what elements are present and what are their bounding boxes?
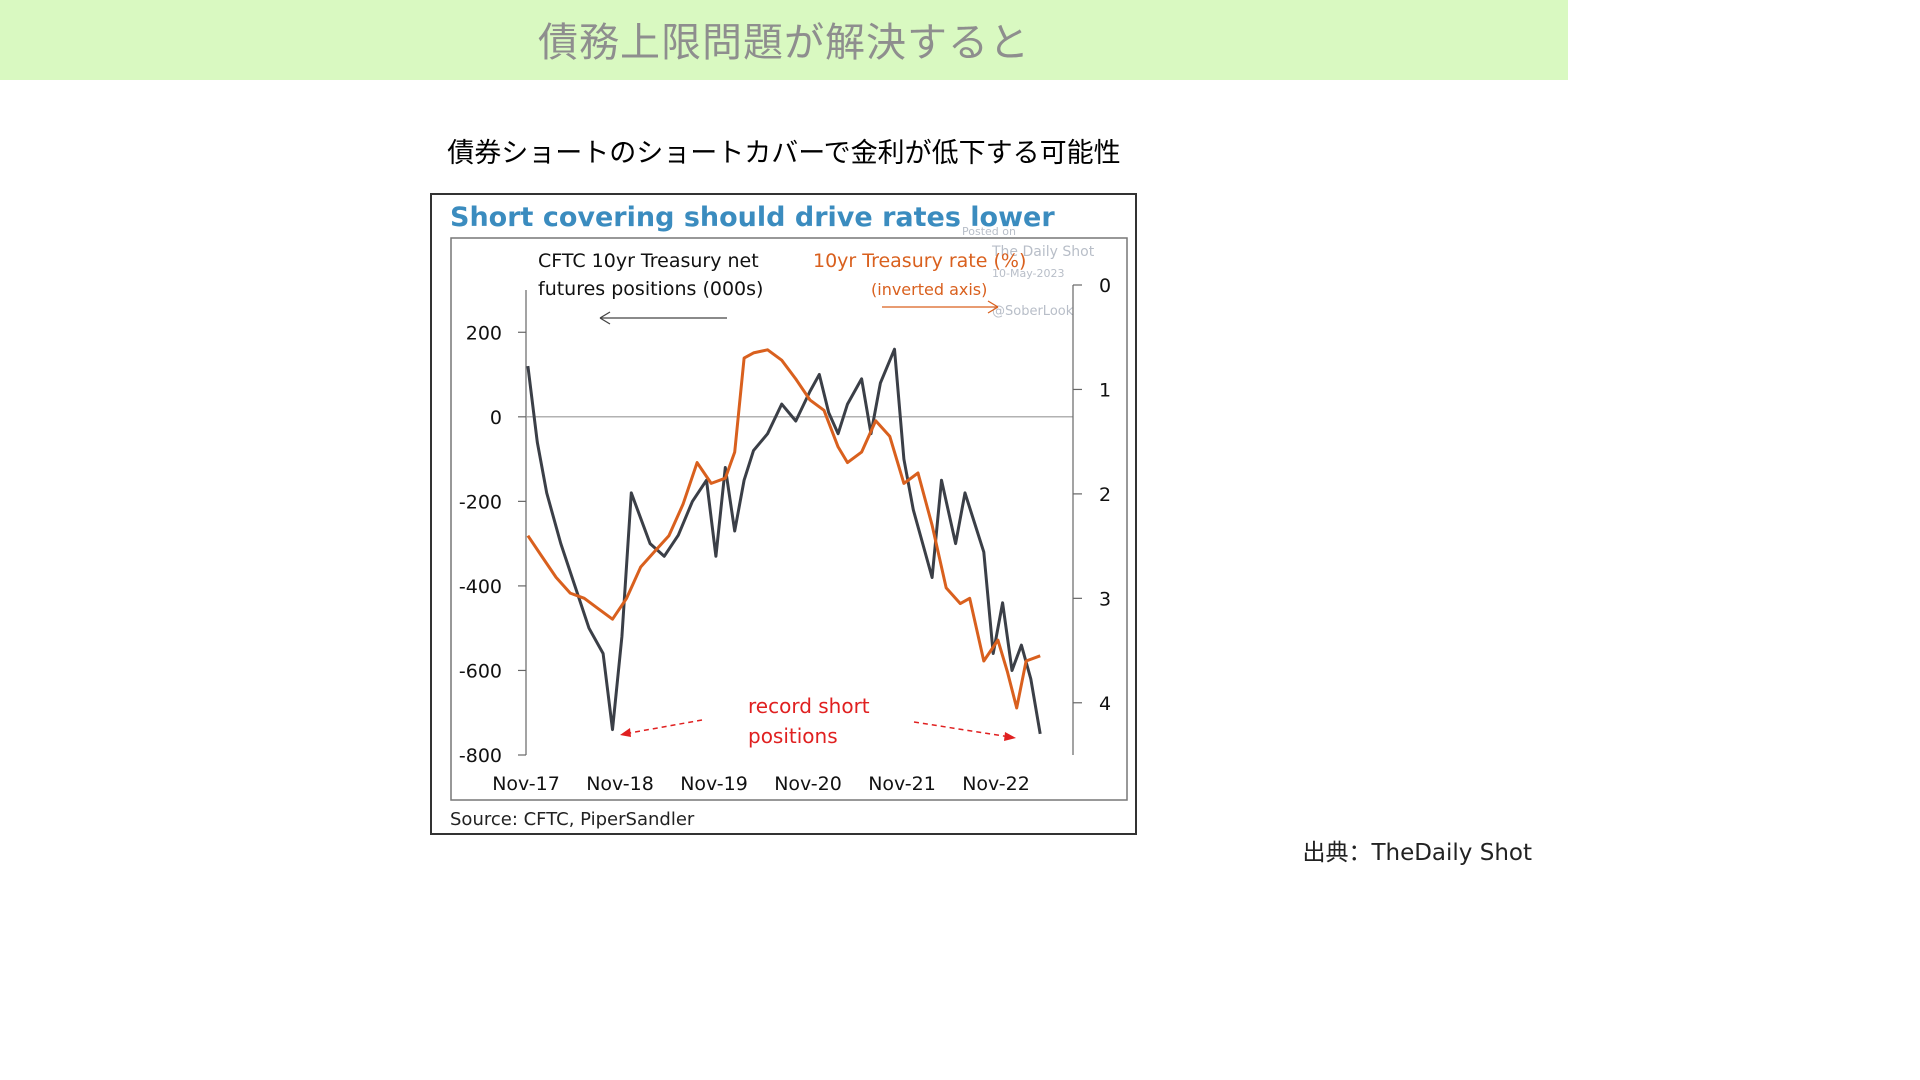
positions-series-line bbox=[526, 347, 1042, 735]
series-group bbox=[526, 347, 1042, 735]
right-arrow-head bbox=[987, 300, 999, 314]
annotation-arrow-left bbox=[623, 719, 703, 735]
annotation-arrow-right-head bbox=[1004, 732, 1016, 741]
annotation-line-2: positions bbox=[748, 724, 838, 748]
left-axis-tick-label: -600 bbox=[459, 660, 502, 682]
left-axis-label-line-1: CFTC 10yr Treasury net bbox=[538, 250, 759, 272]
right-axis-label-line-1: 10yr Treasury rate (%) bbox=[813, 250, 1026, 272]
right-axis-tick-label: 1 bbox=[1099, 379, 1111, 401]
plot-border bbox=[450, 237, 1128, 801]
right-axis-tick-label: 2 bbox=[1099, 484, 1111, 506]
x-axis-tick-label: Nov-20 bbox=[774, 773, 842, 795]
chart-source: Source: CFTC, PiperSandler bbox=[450, 809, 695, 830]
right-axis-tick-label: 3 bbox=[1099, 588, 1111, 610]
left-arrow-head bbox=[599, 311, 611, 325]
x-axis-tick-label: Nov-22 bbox=[962, 773, 1030, 795]
x-axis-tick-label: Nov-18 bbox=[586, 773, 654, 795]
x-axis-tick-label: Nov-17 bbox=[492, 773, 560, 795]
left-axis-label-line-2: futures positions (000s) bbox=[538, 278, 763, 300]
x-axis-tick-label: Nov-21 bbox=[868, 773, 936, 795]
rate-series-line bbox=[526, 348, 1041, 710]
right-axis-label-line-2: (inverted axis) bbox=[871, 280, 987, 299]
watermark-line: Posted on bbox=[962, 225, 1016, 238]
chart-figure: Short covering should drive rates lower … bbox=[430, 193, 1137, 835]
annotation-line-1: record short bbox=[748, 694, 870, 718]
left-axis-tick-label: 0 bbox=[490, 407, 502, 429]
annotation-arrow-left-head bbox=[620, 728, 631, 737]
chart-svg: Short covering should drive rates lower … bbox=[450, 202, 1128, 830]
source-credit: 出典：TheDaily Shot bbox=[1302, 840, 1532, 866]
left-axis-tick-label: -400 bbox=[459, 576, 502, 598]
right-axis-tick-label: 0 bbox=[1099, 275, 1111, 297]
chart-title: Short covering should drive rates lower bbox=[450, 202, 1055, 233]
left-axis-tick-label: -800 bbox=[459, 745, 502, 767]
left-axis-tick-label: -200 bbox=[459, 491, 502, 513]
right-axis-tick-label: 4 bbox=[1099, 693, 1111, 715]
axes-group: 200 0 -200 -400 -600 -800 0 1 2 3 4 Nov-17 Nov-18 Nov… bbox=[459, 275, 1111, 795]
watermark-line: The Daily Shot bbox=[991, 244, 1095, 260]
left-axis-tick-label: 200 bbox=[466, 322, 502, 344]
annotation-arrow-right bbox=[913, 721, 1011, 738]
page-subtitle: 債券ショートのショートカバーで金利が低下する可能性 bbox=[447, 138, 1121, 169]
watermark: Posted on The Daily Shot 10-May-2023 @So… bbox=[962, 225, 1095, 319]
page-title: 債務上限問題が解決すると bbox=[538, 20, 1030, 66]
watermark-line: 10-May-2023 bbox=[992, 267, 1064, 280]
header-band bbox=[0, 0, 1568, 80]
x-axis-tick-label: Nov-19 bbox=[680, 773, 748, 795]
watermark-line: @SoberLook bbox=[992, 304, 1074, 319]
